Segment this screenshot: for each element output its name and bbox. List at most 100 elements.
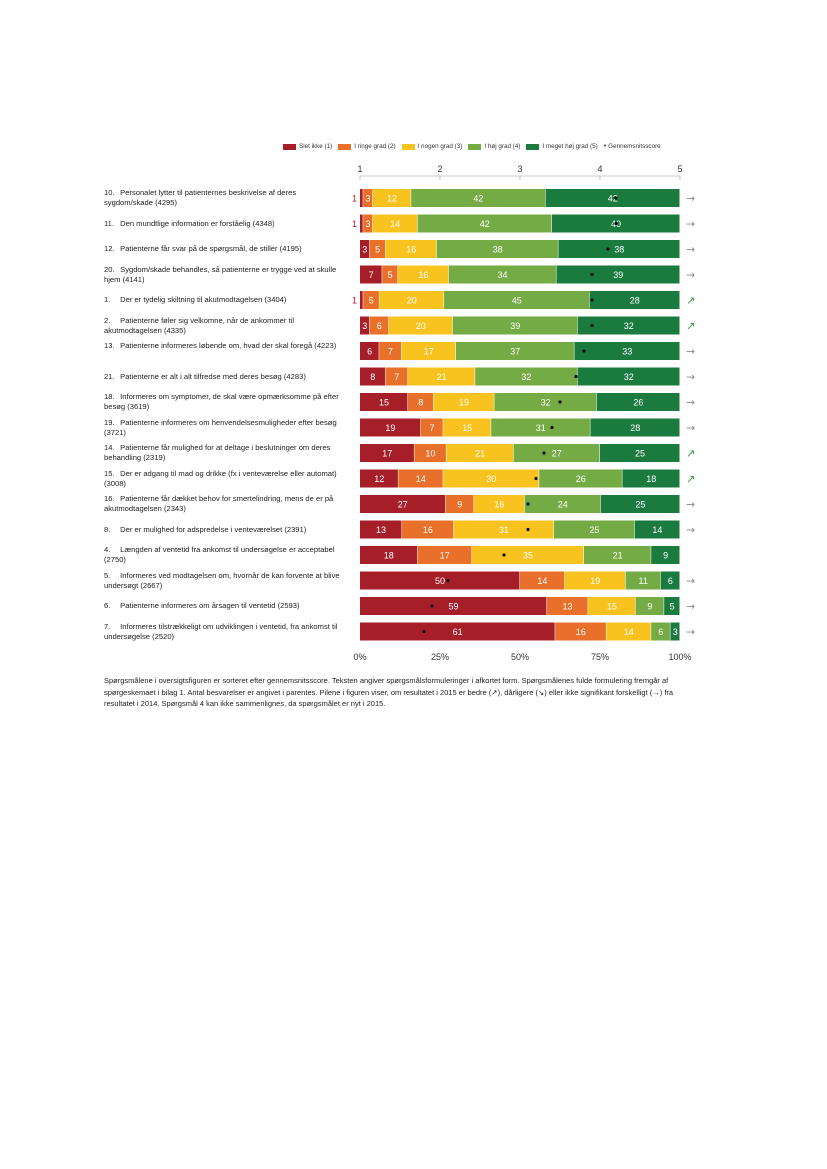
bar-segment xyxy=(513,444,600,462)
bar-value-label: 38 xyxy=(614,245,624,255)
question-text: Der er tydelig skiltning til akutmodtage… xyxy=(120,295,265,304)
response-count: (4295) xyxy=(155,198,178,207)
bar-value-label: 33 xyxy=(622,347,632,357)
bar-value-label: 6 xyxy=(668,576,673,586)
bar-segment xyxy=(494,393,597,411)
bar-segment xyxy=(360,189,363,207)
bar-value-label: 5 xyxy=(375,245,380,255)
question-label: 14. Patienterne får mulighed for at delt… xyxy=(104,443,344,463)
bar-value-label: 17 xyxy=(382,449,392,459)
question-label: 15. Der er adgang til mad og drikke (fx … xyxy=(104,469,344,489)
bar-value-label: 32 xyxy=(624,372,634,382)
bar-value-label: 7 xyxy=(429,423,434,433)
bar-segment xyxy=(433,393,494,411)
legend: Slet ikke (1) I ringe grad (2) I nogen g… xyxy=(283,143,667,150)
question-number: 6. xyxy=(104,601,111,610)
question-number: 7. xyxy=(104,621,111,631)
bar-segment xyxy=(600,495,680,513)
question-label: 5. Informeres ved modtagelsen om, hvornå… xyxy=(104,571,344,591)
bar-value-label: 1 xyxy=(352,219,357,229)
question-number: 13. xyxy=(104,341,115,350)
response-count: (2319) xyxy=(143,453,166,462)
response-count: (3619) xyxy=(127,402,150,411)
bar-segment xyxy=(589,291,680,309)
bar-value-label: 14 xyxy=(624,627,634,637)
trend-flat-arrow-icon: → xyxy=(686,269,695,282)
legend-item-5: I meget høj grad (5) xyxy=(526,143,598,150)
bar-segment xyxy=(584,546,651,564)
bar-value-label: 9 xyxy=(663,551,668,561)
question-number: 1. xyxy=(104,295,111,304)
bar-value-label: 21 xyxy=(613,551,623,561)
bar-value-label: 16 xyxy=(576,627,586,637)
bar-segment xyxy=(360,342,379,360)
trend-flat-arrow-icon: → xyxy=(686,218,695,231)
bar-segment xyxy=(564,571,626,590)
bar-segment xyxy=(398,265,449,284)
bar-value-label: 61 xyxy=(453,627,463,637)
bar-value-label: 32 xyxy=(624,321,634,331)
bar-value-label: 25 xyxy=(589,525,599,535)
bar-segment xyxy=(475,367,578,386)
stacked-bar-chart: 123450%25%50%75%100%13124242→13144240→35… xyxy=(352,164,695,662)
bar-segment xyxy=(670,622,680,641)
bar-segment xyxy=(420,418,443,437)
bar-value-label: 21 xyxy=(437,372,447,382)
bar-segment xyxy=(417,546,472,564)
bar-segment xyxy=(606,622,651,641)
question-label: 19. Patienterne informeres om henvendels… xyxy=(104,418,344,438)
response-count: (2391) xyxy=(284,524,307,534)
mean-score-dot xyxy=(430,604,434,608)
bar-value-label: 9 xyxy=(457,500,462,510)
bar-value-label: 12 xyxy=(374,474,384,484)
bar-segment xyxy=(385,367,408,386)
question-text: Informeres om symptomer, de skal være op… xyxy=(104,392,339,411)
bar-segment xyxy=(360,240,370,258)
bar-segment xyxy=(456,342,574,360)
mean-score-dot xyxy=(550,425,554,430)
question-label: 7. Informeres tilstrækkeligt om udviklin… xyxy=(104,622,344,642)
bar-value-label: 31 xyxy=(499,525,509,535)
top-axis-tick-label: 1 xyxy=(357,164,362,174)
question-text: Patienterne føler sig velkomne, når de a… xyxy=(104,315,295,335)
mean-score-dot xyxy=(446,578,450,583)
mean-score-dot xyxy=(558,400,562,404)
bar-value-label: 3 xyxy=(365,194,370,204)
question-text: Patienterne informeres løbende om, hvad … xyxy=(120,341,315,350)
trend-flat-arrow-icon: → xyxy=(686,626,695,639)
bar-value-label: 16 xyxy=(423,525,433,535)
response-count: (3008) xyxy=(104,478,126,488)
bar-value-label: 9 xyxy=(647,602,652,612)
question-number: 10. xyxy=(104,188,115,197)
bar-segment xyxy=(472,546,584,564)
bar-segment xyxy=(625,571,661,590)
bar-value-label: 18 xyxy=(384,551,394,561)
bar-value-label: 18 xyxy=(646,474,656,484)
bar-value-label: 5 xyxy=(388,270,393,280)
bar-segment xyxy=(443,418,491,437)
bar-segment xyxy=(408,367,475,386)
bar-value-label: 25 xyxy=(635,500,645,510)
legend-label: Slet ikke (1) xyxy=(299,143,333,150)
mean-score-dot xyxy=(590,298,594,302)
mean-score-dot xyxy=(606,247,610,251)
question-number: 16. xyxy=(104,494,115,503)
bottom-axis-tick-label: 75% xyxy=(591,652,609,662)
top-axis-tick-label: 4 xyxy=(597,164,602,174)
bar-segment xyxy=(574,342,680,360)
legend-swatch xyxy=(526,143,540,150)
bar-value-label: 28 xyxy=(630,296,640,306)
bar-segment xyxy=(553,520,635,539)
bar-segment xyxy=(360,316,370,335)
bar-segment xyxy=(414,444,446,462)
bar-value-label: 19 xyxy=(590,576,600,586)
bar-value-label: 6 xyxy=(367,347,372,357)
bar-value-label: 14 xyxy=(537,576,547,586)
bar-value-label: 1 xyxy=(352,296,357,306)
question-label: 18. Informeres om symptomer, de skal vær… xyxy=(104,392,344,412)
bar-segment xyxy=(491,418,590,437)
bar-value-label: 19 xyxy=(459,398,469,408)
question-number: 19. xyxy=(104,417,115,427)
top-axis-tick-label: 2 xyxy=(437,164,442,174)
response-count: (2667) xyxy=(140,580,163,590)
